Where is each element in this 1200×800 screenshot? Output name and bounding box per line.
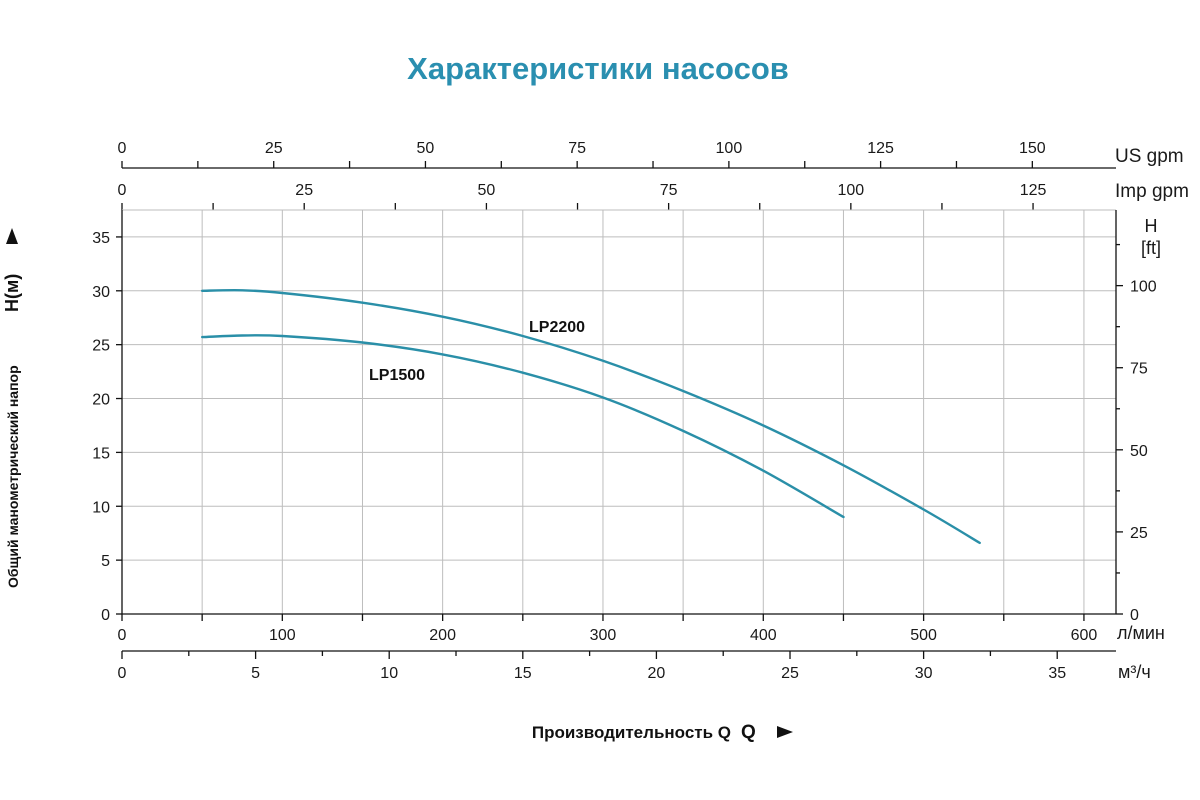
- y-axis-title-group: Общий манометрический напор H(м): [2, 228, 22, 588]
- right-tick-label: 100: [1130, 279, 1157, 296]
- chart-title: Характеристики насосов: [407, 51, 789, 86]
- m3h-tick-label: 10: [380, 665, 398, 682]
- imp-gpm-tick-label: 100: [837, 182, 864, 199]
- x-tick-label: 0: [118, 627, 127, 644]
- imp-gpm-tick-label: 75: [660, 182, 678, 199]
- y-tick-label: 0: [101, 607, 110, 624]
- imp-gpm-tick-label: 25: [295, 182, 313, 199]
- y-axis-arrow-icon: [6, 228, 18, 244]
- us-gpm-tick-label: 0: [118, 140, 127, 157]
- us-gpm-tick-label: 125: [867, 140, 894, 157]
- x-tick-label: 200: [429, 627, 456, 644]
- x-tick-label: 100: [269, 627, 296, 644]
- imp-gpm-axis: 0 25 50 75 100 125: [118, 182, 1047, 210]
- us-gpm-tick-label: 150: [1019, 140, 1046, 157]
- x-tick-label: 600: [1071, 627, 1098, 644]
- x-axis-lmin-ticks: 0 100 200 300 400 500 600: [118, 614, 1098, 644]
- m3h-tick-label: 5: [251, 665, 260, 682]
- y-tick-label: 15: [92, 445, 110, 462]
- curve-lp1500: [201, 334, 845, 519]
- x-axis-title: Производительность Q: [532, 723, 731, 742]
- y-tick-label: 35: [92, 230, 110, 247]
- pump-curves: LP2200 LP1500: [201, 288, 981, 545]
- us-gpm-axis: 0 25 50 75 100 125 150: [118, 140, 1116, 169]
- series-label-lp1500: LP1500: [369, 367, 425, 384]
- x-tick-label: 400: [750, 627, 777, 644]
- imp-gpm-tick-label: 125: [1020, 182, 1047, 199]
- y-tick-label: 20: [92, 392, 110, 409]
- m3h-tick-label: 30: [915, 665, 933, 682]
- y-tick-label: 10: [92, 499, 110, 516]
- x-tick-label: 300: [590, 627, 617, 644]
- x-axis-m3h: 0 5 10 15 20 25 30 35: [118, 650, 1116, 682]
- x-tick-label: 500: [910, 627, 937, 644]
- y-tick-label: 5: [101, 553, 110, 570]
- right-axis-label: H: [1145, 216, 1158, 236]
- us-gpm-unit: US gpm: [1115, 146, 1184, 167]
- right-tick-label: 75: [1130, 361, 1148, 378]
- imp-gpm-tick-label: 50: [478, 182, 496, 199]
- m3h-tick-label: 35: [1048, 665, 1066, 682]
- m3h-tick-label: 20: [648, 665, 666, 682]
- x-axis-q-symbol: Q: [741, 722, 756, 743]
- y-axis-symbol: H(м): [2, 274, 22, 312]
- m3h-tick-label: 0: [118, 665, 127, 682]
- m3h-tick-label: 15: [514, 665, 532, 682]
- us-gpm-tick-label: 100: [716, 140, 743, 157]
- x-unit-lmin: л/мин: [1117, 623, 1165, 643]
- right-tick-label: 0: [1130, 607, 1139, 624]
- y-axis-left-ticks: 0 5 10 15 20 25 30 35: [92, 230, 122, 624]
- right-tick-label: 50: [1130, 443, 1148, 460]
- y-axis-title: Общий манометрический напор: [5, 365, 21, 588]
- right-tick-label: 25: [1130, 525, 1148, 542]
- y-axis-right-ticks: 0 25 50 75 100: [1116, 243, 1157, 624]
- us-gpm-tick-label: 75: [568, 140, 586, 157]
- imp-gpm-tick-label: 0: [118, 182, 127, 199]
- y-tick-label: 30: [92, 284, 110, 301]
- x-axis-arrow-icon: [777, 726, 793, 738]
- x-unit-m3h: м³/ч: [1118, 662, 1151, 682]
- series-label-lp2200: LP2200: [529, 319, 585, 336]
- right-axis-unit: [ft]: [1141, 238, 1161, 258]
- m3h-tick-label: 25: [781, 665, 799, 682]
- imp-gpm-unit: Imp gpm: [1115, 181, 1189, 202]
- curve-lp2200: [201, 288, 981, 545]
- gridlines: [122, 209, 1116, 614]
- y-tick-label: 25: [92, 338, 110, 355]
- us-gpm-tick-label: 50: [417, 140, 435, 157]
- plot-frame: [121, 210, 1117, 615]
- us-gpm-tick-label: 25: [265, 140, 283, 157]
